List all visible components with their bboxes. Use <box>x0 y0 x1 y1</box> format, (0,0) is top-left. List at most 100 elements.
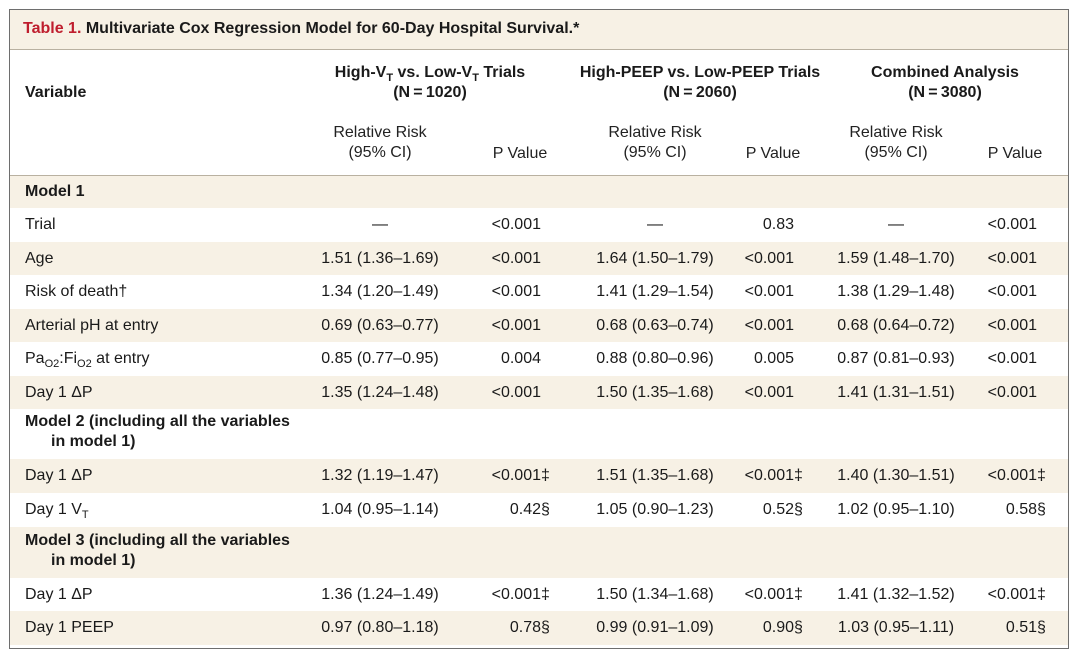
table-row: Trial — <0.001 — 0.83 — <0.001 <box>10 208 1068 242</box>
group-header-combined: Combined Analysis (N = 3080) <box>871 64 1019 101</box>
rr-combined: 1.02 (0.95–1.10) <box>837 501 955 518</box>
row-label: PaO2:FiO2 at entry <box>25 350 150 371</box>
row-label: Day 1 VT <box>25 501 89 522</box>
rr-vt: 0.85 (0.77–0.95) <box>321 350 439 367</box>
table-title: Table 1. Multivariate Cox Regression Mod… <box>23 20 579 38</box>
table-row: Model 1 <box>10 176 1068 208</box>
row-label: Trial <box>25 216 56 233</box>
p-combined: <0.001 <box>987 350 1037 367</box>
table-number: Table 1. <box>23 20 82 37</box>
rr-peep: 1.05 (0.90–1.23) <box>596 501 714 518</box>
p-combined: <0.001 <box>987 283 1037 300</box>
section-label: Model 2 (including all the variables in m… <box>25 413 290 450</box>
rr-vt: 1.36 (1.24–1.49) <box>321 586 439 603</box>
p-combined: 0.58§ <box>1005 501 1046 518</box>
rr-peep: — <box>647 216 663 233</box>
table-frame: Table 1. Multivariate Cox Regression Mod… <box>9 9 1069 649</box>
table-row: Age 1.51 (1.36–1.69) <0.001 1.64 (1.50–1… <box>10 242 1068 275</box>
table-row: Day 1 ΔP 1.36 (1.24–1.49) <0.001‡ 1.50 (… <box>10 578 1068 611</box>
p-vt: <0.001‡ <box>491 586 550 603</box>
rr-peep: 1.64 (1.50–1.79) <box>596 250 714 267</box>
p-vt: <0.001 <box>491 317 541 334</box>
row-label: Arterial pH at entry <box>25 317 159 334</box>
title-bar: Table 1. Multivariate Cox Regression Mod… <box>10 10 1068 50</box>
table-row: Model 2 (including all the variables in m… <box>10 409 1068 459</box>
rr-vt: — <box>372 216 388 233</box>
p-peep: 0.90§ <box>762 619 803 636</box>
p-peep: <0.001 <box>744 317 794 334</box>
p-vt: <0.001 <box>491 384 541 401</box>
table-row: Day 1 ΔP 1.35 (1.24–1.48) <0.001 1.50 (1… <box>10 376 1068 409</box>
p-vt: <0.001 <box>491 216 541 233</box>
p-peep: 0.52§ <box>762 501 803 518</box>
rr-header-2: Relative Risk (95% CI) <box>608 124 702 161</box>
table-caption: Multivariate Cox Regression Model for 60… <box>85 20 580 37</box>
row-label: Risk of death† <box>25 283 128 300</box>
p-combined: <0.001‡ <box>987 586 1046 603</box>
rr-vt: 1.34 (1.20–1.49) <box>321 283 439 300</box>
rr-vt: 1.51 (1.36–1.69) <box>321 250 439 267</box>
table-row: Day 1 PEEP 0.97 (0.80–1.18) 0.78§ 0.99 (… <box>10 611 1068 645</box>
table-row: Risk of death† 1.34 (1.20–1.49) <0.001 1… <box>10 275 1068 309</box>
rr-peep: 1.50 (1.35–1.68) <box>596 384 714 401</box>
group-header-vt: High-VT vs. Low-VT Trials (N = 1020) <box>334 64 526 101</box>
p-combined: <0.001 <box>987 384 1037 401</box>
row-label: Day 1 ΔP <box>25 384 93 401</box>
p-peep: <0.001‡ <box>744 586 803 603</box>
rr-peep: 0.88 (0.80–0.96) <box>596 350 714 367</box>
p-vt: 0.004 <box>500 350 541 367</box>
pvalue-header-3: P Value <box>987 145 1043 162</box>
rr-combined: 1.40 (1.30–1.51) <box>837 467 955 484</box>
rr-peep: 0.99 (0.91–1.09) <box>596 619 714 636</box>
table-row: Arterial pH at entry 0.69 (0.63–0.77) <0… <box>10 309 1068 342</box>
p-combined: <0.001 <box>987 216 1037 233</box>
rr-combined: 1.41 (1.31–1.51) <box>837 384 955 401</box>
pvalue-header-1: P Value <box>492 145 548 162</box>
p-peep: 0.83 <box>762 216 794 233</box>
pvalue-header-2: P Value <box>745 145 801 162</box>
p-combined: <0.001‡ <box>987 467 1046 484</box>
p-peep: <0.001 <box>744 250 794 267</box>
table-row: Day 1 ΔP 1.32 (1.19–1.47) <0.001‡ 1.51 (… <box>10 459 1068 493</box>
group-header-peep: High-PEEP vs. Low-PEEP Trials (N = 2060) <box>579 64 821 101</box>
rr-vt: 0.97 (0.80–1.18) <box>321 619 439 636</box>
rr-combined: 1.59 (1.48–1.70) <box>837 250 955 267</box>
p-vt: <0.001 <box>491 250 541 267</box>
p-peep: <0.001 <box>744 283 794 300</box>
rr-vt: 1.04 (0.95–1.14) <box>321 501 439 518</box>
rr-combined: — <box>888 216 904 233</box>
rr-vt: 1.32 (1.19–1.47) <box>321 467 439 484</box>
table-row: Model 3 (including all the variables in m… <box>10 527 1068 578</box>
rr-vt: 0.69 (0.63–0.77) <box>321 317 439 334</box>
p-vt: 0.42§ <box>509 501 550 518</box>
header-divider <box>10 175 1068 176</box>
row-label: Day 1 ΔP <box>25 586 93 603</box>
p-vt: <0.001‡ <box>491 467 550 484</box>
rr-vt: 1.35 (1.24–1.48) <box>321 384 439 401</box>
rr-header-1: Relative Risk (95% CI) <box>333 124 427 161</box>
rr-combined: 1.38 (1.29–1.48) <box>837 283 955 300</box>
rr-header-3: Relative Risk (95% CI) <box>849 124 943 161</box>
p-combined: <0.001 <box>987 317 1037 334</box>
p-vt: 0.78§ <box>509 619 550 636</box>
p-combined: 0.51§ <box>1005 619 1046 636</box>
rr-peep: 0.68 (0.63–0.74) <box>596 317 714 334</box>
rr-combined: 1.03 (0.95–1.11) <box>837 619 955 636</box>
p-vt: <0.001 <box>491 283 541 300</box>
rr-combined: 0.68 (0.64–0.72) <box>837 317 955 334</box>
rr-combined: 0.87 (0.81–0.93) <box>837 350 955 367</box>
p-peep: <0.001‡ <box>744 467 803 484</box>
row-label: Age <box>25 250 54 267</box>
p-peep: <0.001 <box>744 384 794 401</box>
p-combined: <0.001 <box>987 250 1037 267</box>
rr-peep: 1.51 (1.35–1.68) <box>596 467 714 484</box>
table-row: Day 1 VT 1.04 (0.95–1.14) 0.42§ 1.05 (0.… <box>10 493 1068 527</box>
table-row: PaO2:FiO2 at entry 0.85 (0.77–0.95) 0.00… <box>10 342 1068 376</box>
rr-peep: 1.50 (1.34–1.68) <box>596 586 714 603</box>
section-label: Model 3 (including all the variables in m… <box>25 532 290 569</box>
column-header-variable: Variable <box>25 84 87 101</box>
section-label: Model 1 <box>25 183 85 200</box>
row-label: Day 1 ΔP <box>25 467 93 484</box>
rr-combined: 1.41 (1.32–1.52) <box>837 586 955 603</box>
p-peep: 0.005 <box>753 350 794 367</box>
